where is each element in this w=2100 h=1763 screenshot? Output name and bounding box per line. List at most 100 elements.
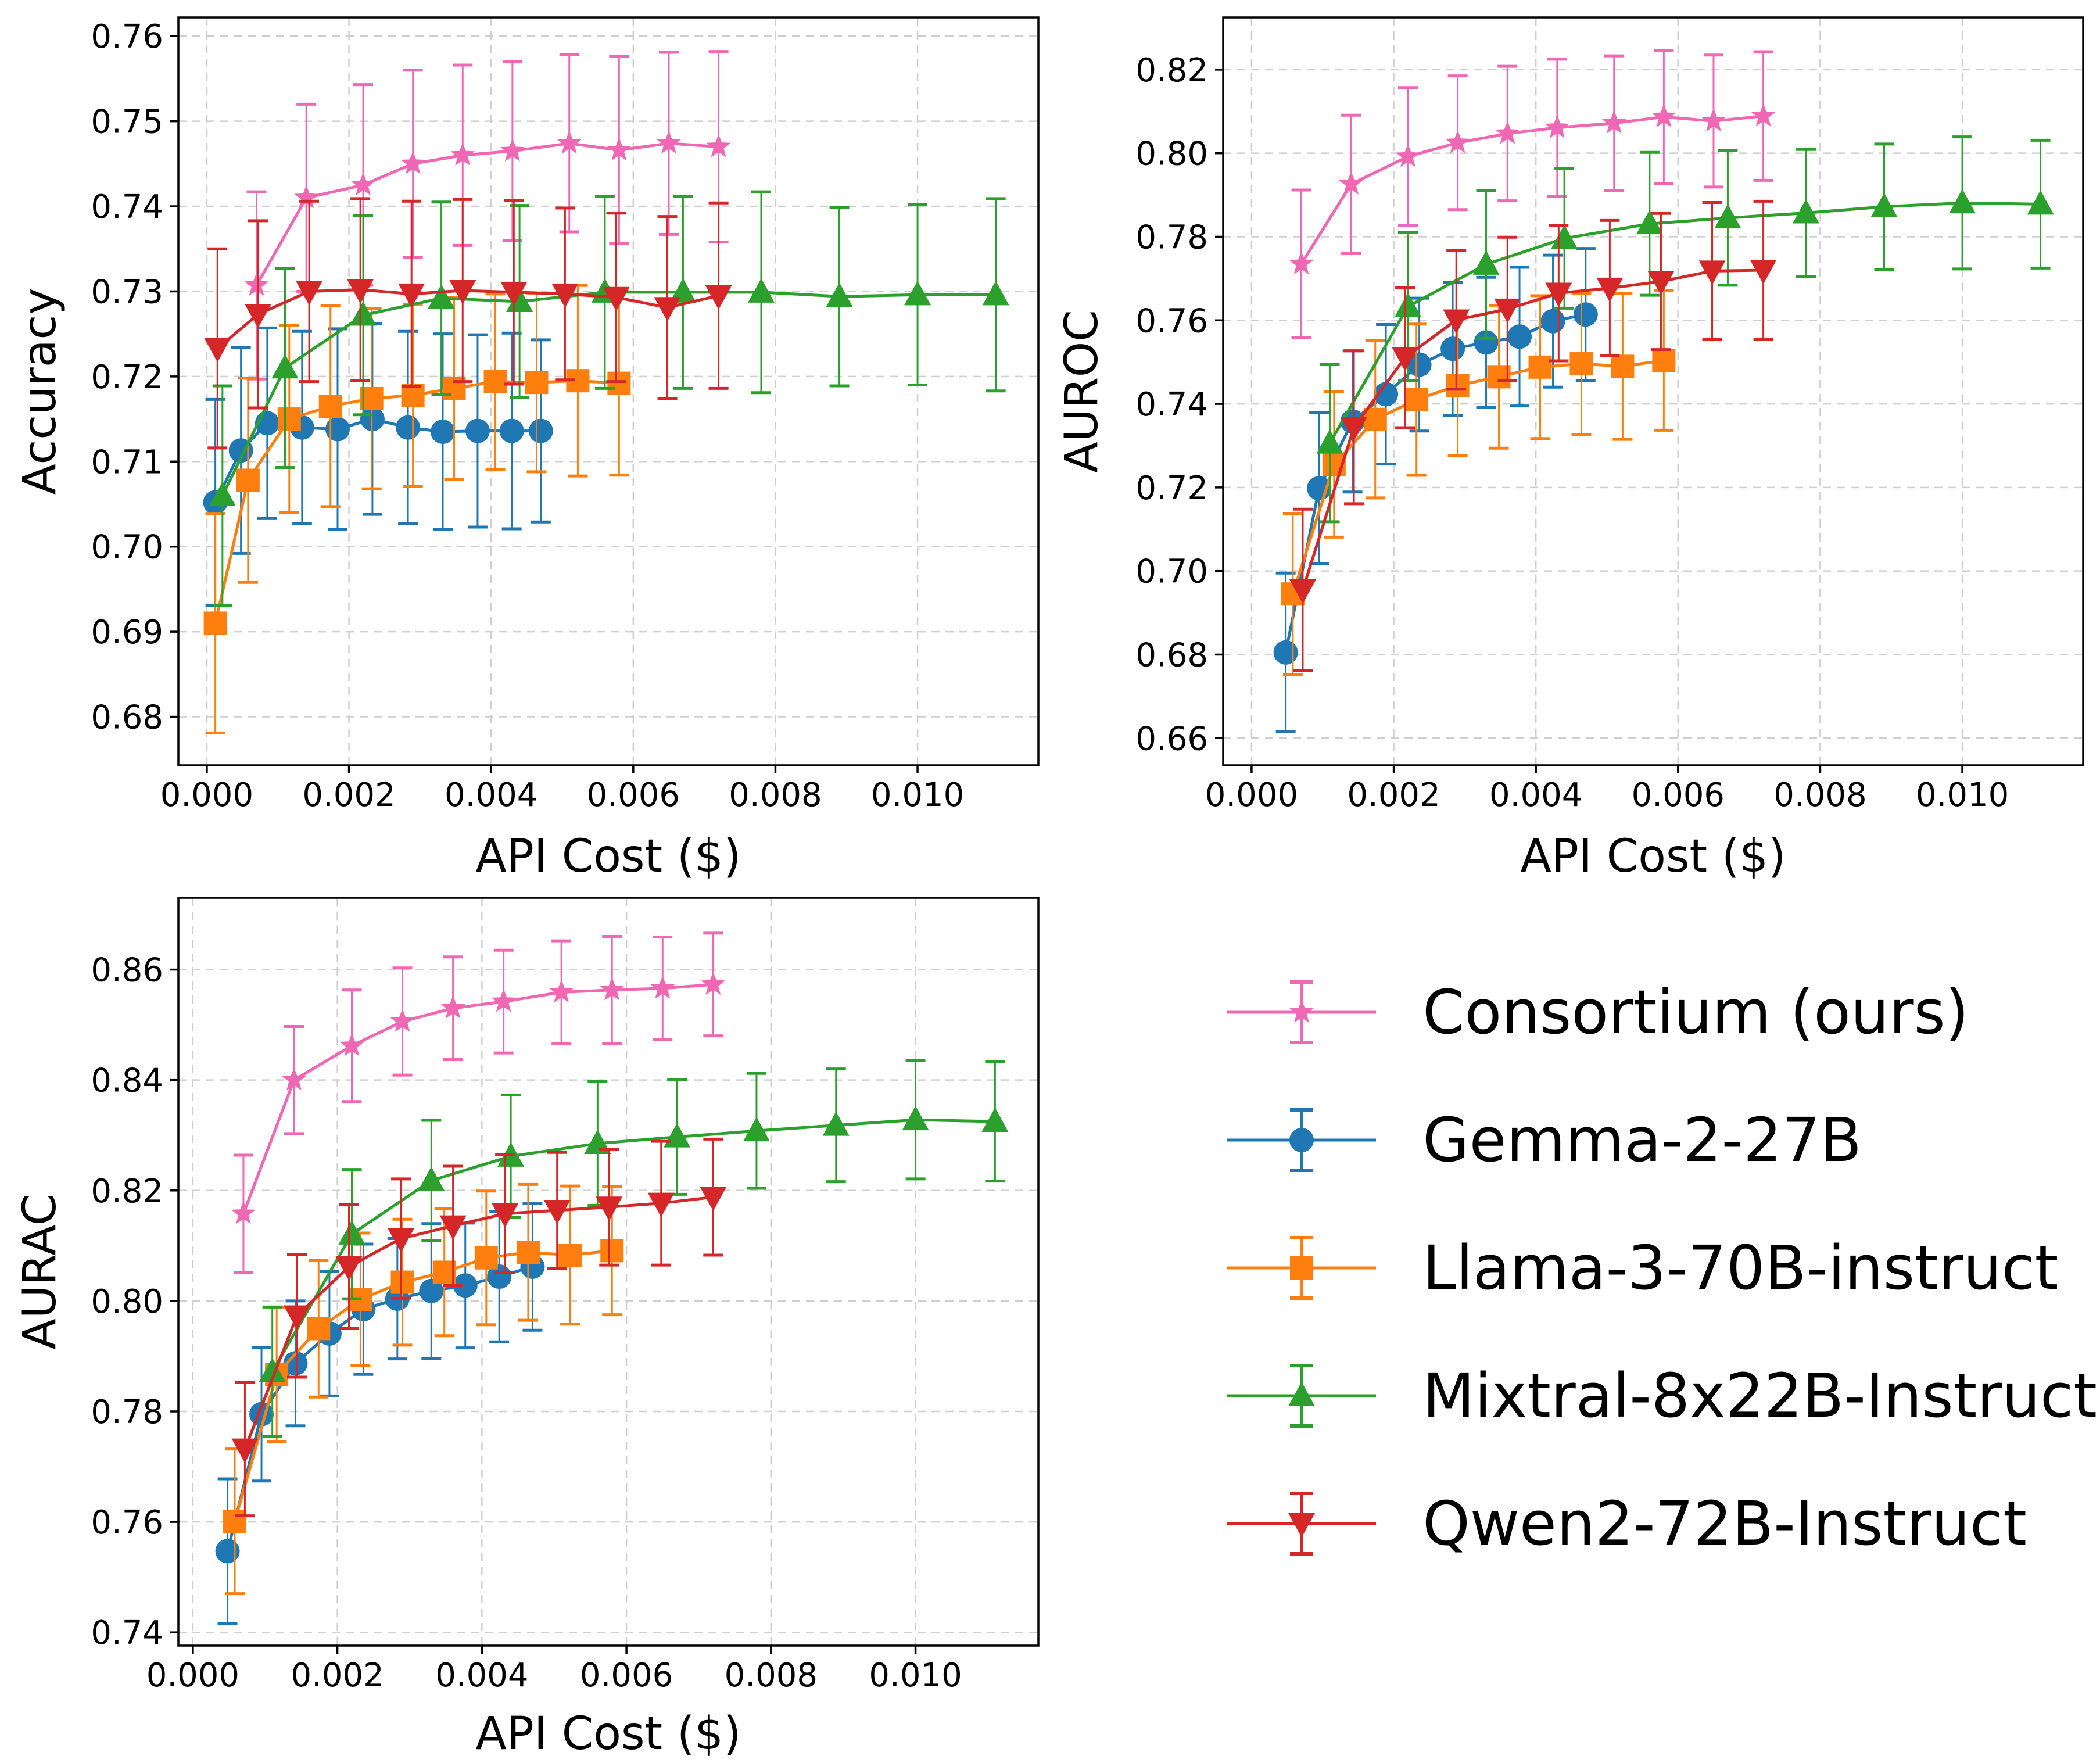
auroc-consortium-point [1445, 130, 1470, 153]
auroc-mixtral-point [1636, 210, 1663, 235]
aurac-gemma-line [226, 1265, 533, 1552]
auroc-gemma-point [1440, 336, 1465, 361]
auroc-mixtral-point [1792, 199, 1819, 224]
auroc-mixtral-point [1551, 224, 1578, 249]
aurac-mixtral-point [418, 1166, 445, 1191]
accuracy-gemma-point [528, 418, 553, 443]
aurac-consortium-point [491, 988, 516, 1012]
aurac-mixtral-point [743, 1117, 770, 1142]
auroc-qwen-line [1301, 268, 1764, 590]
auroc-consortium-point [1396, 144, 1420, 167]
aurac-x-tick-label: 0.006 [580, 1657, 673, 1694]
aurac-qwen-point [543, 1199, 571, 1224]
auroc-series-mixtral [1316, 135, 2054, 524]
auroc-consortium-line [1300, 114, 1764, 265]
accuracy-gemma-point [396, 415, 421, 440]
aurac-llama-point [390, 1270, 414, 1294]
accuracy-x-tick-label: 0.002 [302, 776, 395, 814]
accuracy-y-axis-label: Accuracy [14, 288, 66, 494]
aurac-consortium-point [549, 979, 574, 1003]
aurac-y-tick-label: 0.76 [91, 1504, 163, 1542]
accuracy-mixtral-point [428, 284, 455, 309]
auroc-y-tick-label: 0.82 [1135, 52, 1208, 89]
accuracy-llama-point [236, 468, 260, 492]
accuracy-mixtral-point [350, 301, 377, 326]
aurac-gemma-point [283, 1351, 308, 1376]
aurac-x-tick-label: 0.004 [435, 1657, 528, 1694]
auroc-qwen-point [1647, 271, 1675, 296]
accuracy-gemma-point [499, 418, 524, 443]
accuracy-consortium-point [706, 134, 731, 157]
legend-label-gemma: Gemma-2-27B [1422, 1105, 1862, 1176]
auroc-y-tick-label: 0.70 [1135, 553, 1208, 591]
accuracy-consortium-point [500, 138, 525, 162]
accuracy-x-tick-label: 0.000 [160, 776, 253, 814]
aurac-qwen-point [700, 1187, 727, 1212]
accuracy-qwen-point [296, 281, 323, 306]
auroc-mixtral-point [1395, 292, 1422, 317]
aurac-mixtral-point [338, 1220, 365, 1245]
auroc-mixtral-point [1472, 250, 1500, 275]
accuracy-qwen-point [551, 283, 579, 308]
aurac-llama-point [558, 1243, 582, 1267]
accuracy-y-tick-label: 0.76 [91, 18, 163, 56]
auroc-y-tick-label: 0.80 [1135, 135, 1208, 173]
legend-label-consortium: Consortium (ours) [1422, 977, 1969, 1048]
legend-entry-gemma: Gemma-2-27B [1227, 1105, 1862, 1176]
accuracy-consortium-point [657, 130, 681, 154]
accuracy-x-tick-label: 0.006 [587, 776, 680, 814]
auroc-qwen-point [1494, 298, 1521, 323]
accuracy-llama-point [483, 370, 507, 393]
accuracy-y-tick-label: 0.68 [91, 699, 163, 737]
aurac-series-qwen [231, 1137, 727, 1518]
legend-label-qwen: Qwen2-72B-Instruct [1422, 1488, 2027, 1559]
auroc-series-consortium [1289, 49, 1776, 339]
aurac-y-axis-label: AURAC [14, 1194, 66, 1350]
aurac-series-mixtral [259, 1059, 1009, 1438]
auroc-consortium-point [1545, 114, 1569, 138]
auroc-qwen-point [1289, 579, 1316, 604]
accuracy-y-tick-label: 0.71 [91, 443, 163, 481]
aurac-mixtral-point [259, 1357, 286, 1382]
auroc-gemma-point [1474, 330, 1499, 355]
auroc-mixtral-point [1316, 429, 1343, 454]
auroc-qwen-point [1698, 260, 1726, 285]
aurac-qwen-point [231, 1438, 259, 1463]
auroc-consortium-point [1289, 251, 1314, 274]
accuracy-qwen-point [705, 285, 732, 310]
aurac-mixtral-point [902, 1106, 929, 1131]
accuracy-llama-point [203, 611, 227, 635]
legend-entry-llama: Llama-3-70B-instruct [1227, 1232, 2058, 1303]
legend: Consortium (ours) Gemma-2-27B Llama-3-70… [1227, 977, 2097, 1559]
accuracy-consortium-point [294, 185, 319, 209]
auroc-qwen-point [1596, 277, 1624, 302]
aurac-consortium-point [440, 995, 465, 1019]
aurac-gemma-point [453, 1273, 478, 1298]
auroc-llama-point [1569, 352, 1593, 376]
aurac-consortium-point [600, 977, 625, 1001]
auroc-consortium-point [1601, 110, 1626, 134]
legend-symbol-llama [1290, 1256, 1313, 1280]
accuracy-y-tick-label: 0.75 [91, 103, 163, 141]
auroc-consortium-point [1339, 171, 1364, 195]
accuracy-x-tick-label: 0.004 [445, 776, 537, 814]
accuracy-series-mixtral [209, 190, 1009, 607]
auroc-qwen-point [1341, 417, 1368, 442]
aurac-consortium-point [650, 975, 675, 999]
aurac-qwen-line [243, 1195, 714, 1450]
auroc-gemma-point [1273, 640, 1298, 665]
aurac-gemma-point [419, 1278, 444, 1303]
aurac-x-tick-label: 0.000 [146, 1657, 239, 1694]
aurac-qwen-point [388, 1228, 415, 1253]
auroc-mixtral-point [2027, 190, 2054, 215]
aurac-llama-point [223, 1510, 247, 1533]
aurac-y-tick-label: 0.80 [91, 1283, 163, 1321]
aurac-series-consortium [231, 931, 726, 1274]
aurac-consortium-point [282, 1067, 306, 1091]
aurac-mixtral-line [271, 1118, 995, 1373]
accuracy-consortium-point [244, 273, 269, 296]
accuracy-qwen-point [654, 297, 681, 322]
accuracy-mixtral-point [506, 288, 533, 313]
accuracy-llama-point [318, 395, 342, 418]
